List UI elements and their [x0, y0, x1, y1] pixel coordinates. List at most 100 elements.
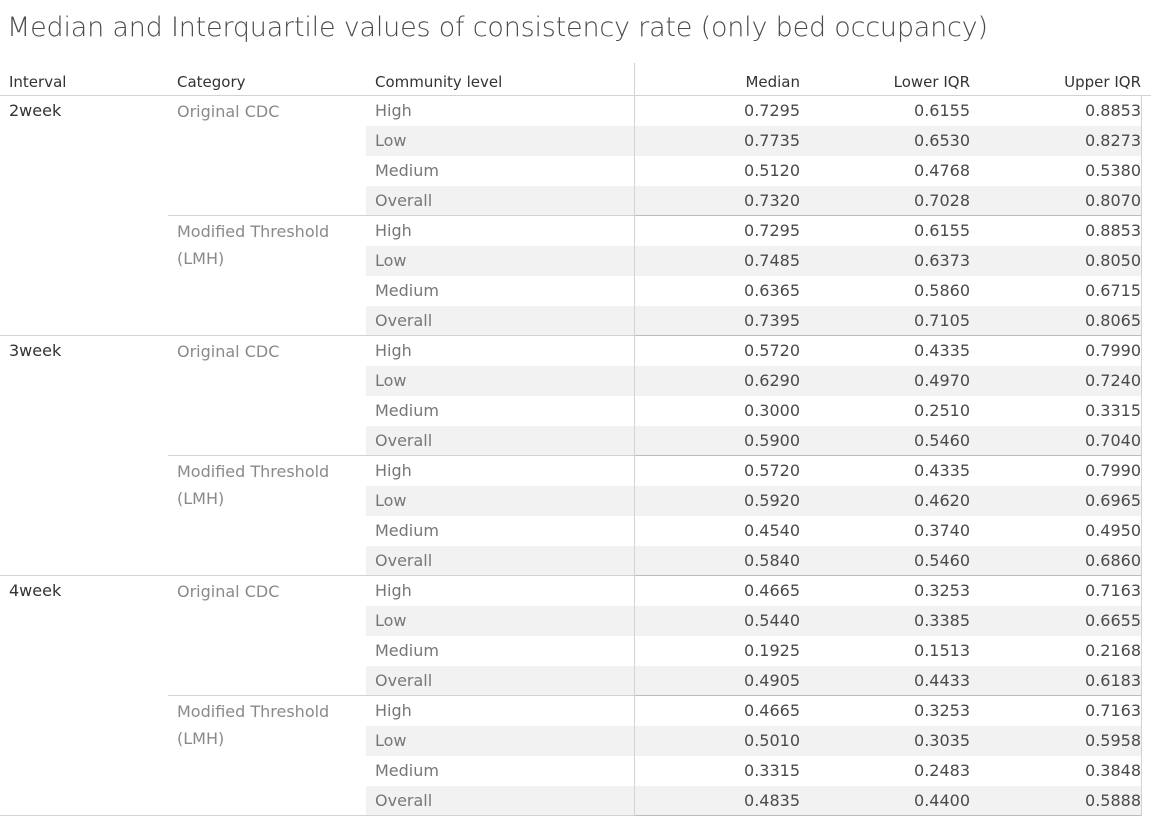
group-separator — [0, 575, 1141, 576]
upper-iqr-cell: 0.6715 — [1085, 281, 1141, 300]
median-cell: 0.4540 — [744, 521, 800, 540]
median-cell: 0.7395 — [744, 311, 800, 330]
community-level-cell: Medium — [375, 641, 439, 660]
community-level-cell: Low — [375, 251, 407, 270]
header-upper-iqr: Upper IQR — [1064, 73, 1141, 91]
lower-iqr-cell: 0.4400 — [914, 791, 970, 810]
community-level-cell: Overall — [375, 551, 433, 570]
header-interval: Interval — [9, 73, 67, 91]
row-band — [366, 366, 1141, 396]
community-level-cell: Overall — [375, 671, 433, 690]
row-band — [366, 726, 1141, 756]
upper-iqr-cell: 0.8065 — [1085, 311, 1141, 330]
lower-iqr-cell: 0.7028 — [914, 191, 970, 210]
lower-iqr-cell: 0.7105 — [914, 311, 970, 330]
community-level-cell: Low — [375, 611, 407, 630]
numeric-pane-separator — [634, 335, 1141, 336]
upper-iqr-cell: 0.6860 — [1085, 551, 1141, 570]
upper-iqr-cell: 0.5380 — [1085, 161, 1141, 180]
median-cell: 0.5720 — [744, 341, 800, 360]
community-level-cell: High — [375, 701, 412, 720]
row-band — [366, 426, 1141, 456]
upper-iqr-cell: 0.7163 — [1085, 701, 1141, 720]
numeric-pane-separator — [634, 215, 1141, 216]
upper-iqr-cell: 0.5888 — [1085, 791, 1141, 810]
upper-iqr-cell: 0.8853 — [1085, 221, 1141, 240]
community-level-cell: Overall — [375, 791, 433, 810]
median-cell: 0.7295 — [744, 101, 800, 120]
median-cell: 0.6365 — [744, 281, 800, 300]
numeric-pane-separator — [634, 455, 1141, 456]
header-divider — [0, 95, 1151, 96]
lower-iqr-cell: 0.5460 — [914, 431, 970, 450]
upper-iqr-cell: 0.8273 — [1085, 131, 1141, 150]
community-level-cell: Medium — [375, 161, 439, 180]
upper-iqr-cell: 0.2168 — [1085, 641, 1141, 660]
upper-iqr-cell: 0.4950 — [1085, 521, 1141, 540]
upper-iqr-cell: 0.7040 — [1085, 431, 1141, 450]
median-cell: 0.4835 — [744, 791, 800, 810]
community-level-cell: High — [375, 581, 412, 600]
row-band — [366, 186, 1141, 216]
median-cell: 0.5010 — [744, 731, 800, 750]
upper-iqr-cell: 0.6183 — [1085, 671, 1141, 690]
median-cell: 0.5120 — [744, 161, 800, 180]
upper-iqr-cell: 0.6655 — [1085, 611, 1141, 630]
lower-iqr-cell: 0.2510 — [914, 401, 970, 420]
median-cell: 0.4665 — [744, 581, 800, 600]
lower-iqr-cell: 0.4335 — [914, 461, 970, 480]
upper-iqr-cell: 0.7240 — [1085, 371, 1141, 390]
upper-iqr-cell: 0.6965 — [1085, 491, 1141, 510]
upper-iqr-cell: 0.8070 — [1085, 191, 1141, 210]
header-lower-iqr: Lower IQR — [893, 73, 970, 91]
community-level-cell: Medium — [375, 281, 439, 300]
median-cell: 0.1925 — [744, 641, 800, 660]
interval-label: 3week — [9, 341, 62, 360]
median-cell: 0.5900 — [744, 431, 800, 450]
category-label: Modified Threshold (LMH) — [177, 462, 330, 508]
interval-label: 4week — [9, 581, 62, 600]
right-border — [1141, 96, 1142, 816]
community-level-cell: Low — [375, 131, 407, 150]
lower-iqr-cell: 0.5860 — [914, 281, 970, 300]
group-separator — [0, 335, 1141, 336]
pane-divider — [634, 63, 635, 816]
median-cell: 0.4905 — [744, 671, 800, 690]
lower-iqr-cell: 0.6373 — [914, 251, 970, 270]
median-cell: 0.5440 — [744, 611, 800, 630]
row-band — [366, 126, 1141, 156]
row-band — [366, 486, 1141, 516]
upper-iqr-cell: 0.7990 — [1085, 341, 1141, 360]
upper-iqr-cell: 0.8853 — [1085, 101, 1141, 120]
lower-iqr-cell: 0.4433 — [914, 671, 970, 690]
community-level-cell: High — [375, 101, 412, 120]
interval-label: 2week — [9, 101, 62, 120]
lower-iqr-cell: 0.3740 — [914, 521, 970, 540]
lower-iqr-cell: 0.3253 — [914, 581, 970, 600]
community-level-cell: Medium — [375, 521, 439, 540]
community-level-cell: Low — [375, 731, 407, 750]
median-cell: 0.3000 — [744, 401, 800, 420]
median-cell: 0.7735 — [744, 131, 800, 150]
row-band — [366, 606, 1141, 636]
community-level-cell: Low — [375, 371, 407, 390]
community-level-cell: High — [375, 341, 412, 360]
community-level-cell: Low — [375, 491, 407, 510]
row-band — [366, 246, 1141, 276]
header-median: Median — [745, 73, 800, 91]
upper-iqr-cell: 0.3848 — [1085, 761, 1141, 780]
lower-iqr-cell: 0.3385 — [914, 611, 970, 630]
community-level-cell: Overall — [375, 191, 433, 210]
median-cell: 0.7485 — [744, 251, 800, 270]
median-cell: 0.3315 — [744, 761, 800, 780]
community-level-cell: Medium — [375, 401, 439, 420]
category-label: Original CDC — [177, 102, 280, 121]
upper-iqr-cell: 0.7990 — [1085, 461, 1141, 480]
lower-iqr-cell: 0.6155 — [914, 221, 970, 240]
lower-iqr-cell: 0.3253 — [914, 701, 970, 720]
median-cell: 0.7320 — [744, 191, 800, 210]
median-cell: 0.5720 — [744, 461, 800, 480]
median-cell: 0.5920 — [744, 491, 800, 510]
row-band — [366, 306, 1141, 336]
lower-iqr-cell: 0.4970 — [914, 371, 970, 390]
